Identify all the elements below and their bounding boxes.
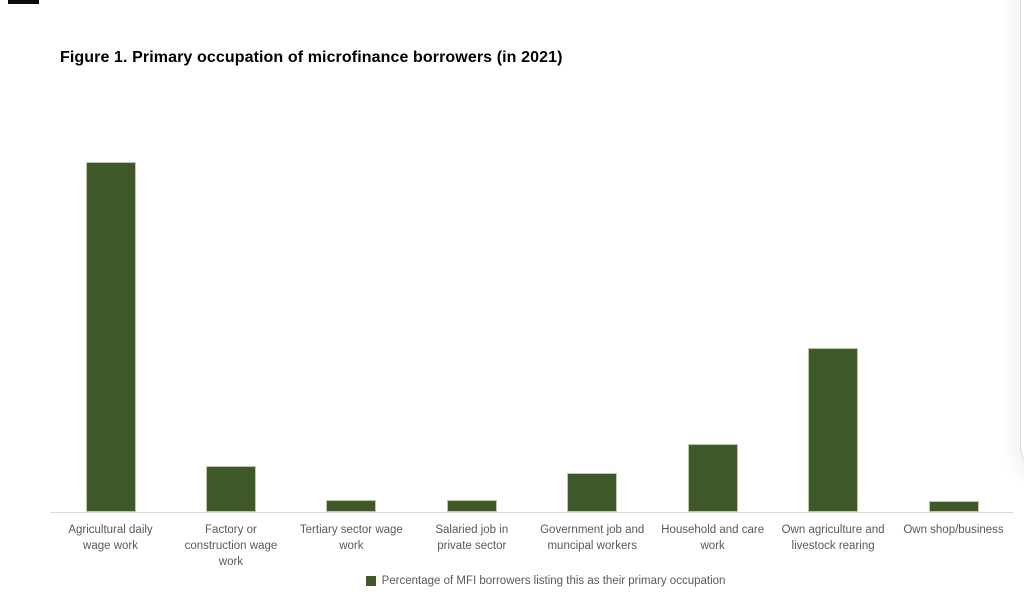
x-axis-label: Own shop/business bbox=[903, 524, 1004, 536]
x-axis-line bbox=[50, 512, 1013, 513]
bar bbox=[567, 473, 618, 512]
legend-swatch-icon bbox=[365, 576, 376, 586]
x-axis-label: Household and care work bbox=[661, 524, 765, 552]
corner-mark bbox=[8, 0, 39, 4]
x-axis-label: Factory or construction wage work bbox=[184, 524, 278, 568]
x-axis-label: Tertiary sector wage work bbox=[299, 524, 403, 552]
x-axis-label: Own agriculture and livestock rearing bbox=[781, 524, 885, 552]
bar bbox=[808, 348, 859, 512]
bar bbox=[928, 501, 979, 512]
page-edge bbox=[1020, 0, 1024, 479]
bar bbox=[446, 500, 497, 512]
bar bbox=[85, 162, 136, 512]
x-axis-label: Government job and muncipal workers bbox=[540, 524, 645, 552]
legend-label: Percentage of MFI borrowers listing this… bbox=[381, 575, 726, 587]
x-axis-label: Salaried job in private sector bbox=[435, 524, 509, 552]
bar bbox=[205, 466, 256, 512]
legend: Percentage of MFI borrowers listing this… bbox=[64, 574, 1024, 588]
x-axis-label: Agricultural daily wage work bbox=[68, 524, 153, 552]
bar bbox=[687, 444, 738, 512]
figure-title: Figure 1. Primary occupation of microfin… bbox=[60, 49, 563, 66]
bar bbox=[326, 500, 377, 512]
